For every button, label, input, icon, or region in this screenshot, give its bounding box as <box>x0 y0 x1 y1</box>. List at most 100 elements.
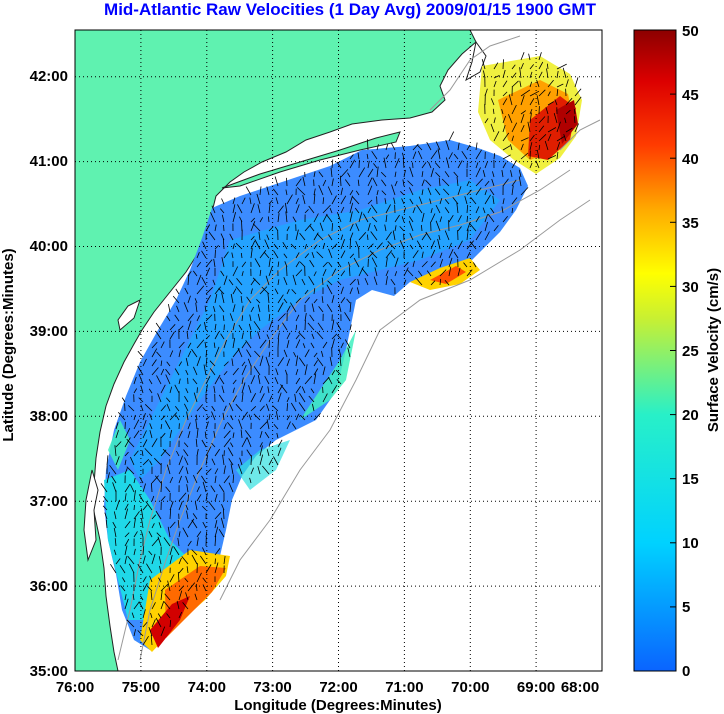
velocity-vector <box>520 95 525 106</box>
velocity-vector <box>277 261 280 268</box>
velocity-vector <box>256 299 261 304</box>
long-island <box>221 131 401 189</box>
velocity-vector <box>340 250 346 259</box>
velocity-vector <box>337 280 342 286</box>
velocity-vector <box>453 171 459 178</box>
velocity-vector <box>444 171 450 178</box>
velocity-vector <box>274 376 279 385</box>
velocity-vector <box>331 333 338 340</box>
velocity-vector <box>446 157 450 169</box>
velocity-vector <box>529 108 533 115</box>
velocity-vector <box>241 341 247 349</box>
velocity-vector <box>340 175 342 187</box>
velocity-vector <box>407 180 414 187</box>
velocity-vector <box>160 405 167 412</box>
velocity-vector <box>468 222 477 232</box>
velocity-vector <box>484 118 489 124</box>
velocity-vector <box>426 142 432 151</box>
velocity-vector <box>284 202 288 214</box>
velocity-vector <box>426 270 432 277</box>
velocity-vector <box>214 526 219 538</box>
x-tick-label: 68:00 <box>561 679 599 696</box>
velocity-vector <box>529 112 532 124</box>
velocity-vector <box>466 251 471 259</box>
velocity-vector <box>223 423 227 430</box>
velocity-vector <box>166 613 171 619</box>
velocity-vector <box>309 225 315 232</box>
velocity-vector <box>124 556 127 565</box>
velocity-vector <box>358 211 363 223</box>
velocity-vector <box>250 406 257 412</box>
velocity-vector <box>254 239 261 250</box>
velocity-vector <box>290 243 297 250</box>
velocity-vector <box>553 112 558 124</box>
velocity-vector <box>482 169 486 178</box>
velocity-vector <box>114 538 117 547</box>
velocity-vector <box>444 230 450 241</box>
velocity-vector <box>466 229 469 241</box>
velocity-vector <box>205 454 209 466</box>
velocity-vector <box>387 240 396 250</box>
velocity-vector <box>263 251 270 259</box>
velocity-vector <box>268 203 271 214</box>
velocity-vector <box>191 554 198 565</box>
colorbar-tick-label: 35 <box>682 215 699 232</box>
velocity-vector <box>364 277 369 286</box>
velocity-vector <box>430 240 435 250</box>
velocity-vector <box>349 324 352 331</box>
velocity-vector <box>144 404 153 412</box>
velocity-vector <box>340 286 344 295</box>
velocity-vector <box>327 280 333 286</box>
velocity-vector <box>265 275 270 286</box>
velocity-vector <box>195 583 198 592</box>
velocity-vector <box>484 194 491 205</box>
velocity-vector <box>430 213 436 223</box>
velocity-vector <box>556 121 561 133</box>
velocity-vector <box>394 180 398 187</box>
velocity-vector <box>444 207 450 214</box>
velocity-vector <box>259 355 264 367</box>
velocity-vector <box>319 222 324 232</box>
velocity-vector <box>252 277 261 286</box>
velocity-vector <box>283 253 288 259</box>
velocity-vector <box>154 475 162 484</box>
velocity-vector <box>196 261 202 268</box>
velocity-vector <box>232 288 237 295</box>
velocity-vector <box>257 204 261 214</box>
velocity-vector <box>318 185 324 196</box>
velocity-vector <box>169 476 174 484</box>
velocity-vector <box>141 450 144 457</box>
velocity-vector <box>322 197 325 205</box>
velocity-vector <box>218 288 225 295</box>
velocity-vector <box>355 223 360 232</box>
velocity-vector <box>273 423 279 430</box>
velocity-vector <box>201 250 207 259</box>
velocity-vector <box>165 368 171 376</box>
velocity-vector <box>266 403 270 412</box>
velocity-vector <box>268 265 273 277</box>
velocity-vector <box>230 293 234 304</box>
velocity-vector <box>268 339 270 349</box>
velocity-vector <box>430 280 436 286</box>
velocity-vector <box>331 243 338 250</box>
velocity-vector <box>169 412 178 421</box>
velocity-vector <box>430 249 436 259</box>
velocity-vector <box>299 261 306 268</box>
velocity-vector <box>227 447 234 457</box>
velocity-vector <box>554 99 558 106</box>
velocity-vector <box>547 133 552 142</box>
velocity-vector <box>249 314 252 322</box>
velocity-vector <box>547 101 554 106</box>
velocity-vector <box>169 546 173 556</box>
velocity-vector <box>142 621 148 628</box>
velocity-vector <box>155 617 162 628</box>
velocity-vector <box>112 521 117 529</box>
velocity-vector <box>511 72 517 79</box>
velocity-vector <box>124 594 127 601</box>
grid-lines <box>75 30 602 671</box>
velocity-vector <box>183 302 189 313</box>
velocity-vector <box>295 324 298 331</box>
velocity-vector <box>248 414 252 421</box>
y-tick-label: 36:00 <box>30 578 68 595</box>
velocity-vector <box>520 52 525 61</box>
